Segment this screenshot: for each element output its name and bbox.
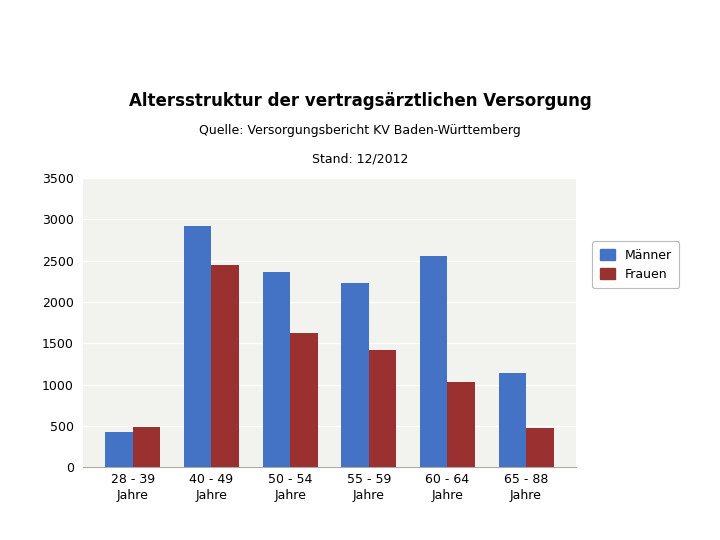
- Text: Stand: 12/2012: Stand: 12/2012: [312, 152, 408, 165]
- Bar: [132, 427, 161, 467]
- Legend: Männer, Frauen: Männer, Frauen: [592, 241, 679, 288]
- Bar: [263, 272, 290, 467]
- Bar: [341, 283, 369, 467]
- Bar: [184, 226, 212, 467]
- Text: Quelle: Versorgungsbericht KV Baden-Württemberg: Quelle: Versorgungsbericht KV Baden-Würt…: [199, 124, 521, 137]
- Bar: [447, 382, 475, 467]
- Text: Altersstruktur der vertragsärztlichen Versorgung: Altersstruktur der vertragsärztlichen Ve…: [129, 92, 591, 110]
- Bar: [526, 428, 554, 467]
- Bar: [290, 333, 318, 467]
- Bar: [420, 256, 447, 467]
- Bar: [105, 431, 132, 467]
- Text: Landratsamt Schwäbisch Hall: Landratsamt Schwäbisch Hall: [61, 28, 258, 41]
- Bar: [212, 265, 239, 467]
- Bar: [498, 373, 526, 467]
- Bar: [369, 350, 396, 467]
